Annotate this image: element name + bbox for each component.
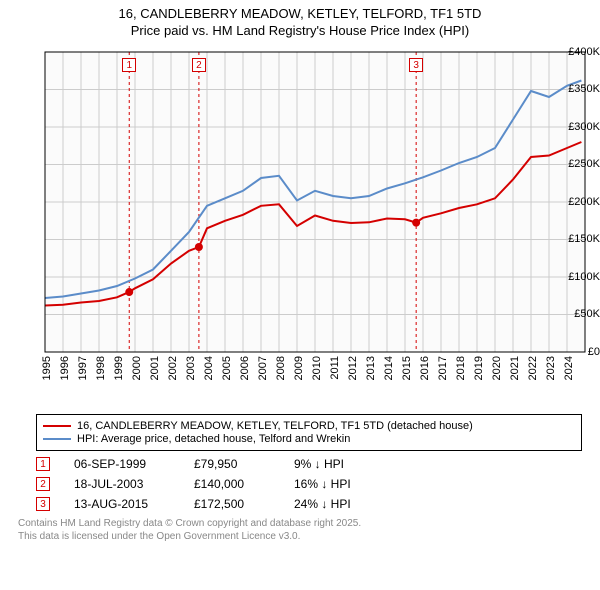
transaction-number-box: 2 xyxy=(36,477,50,491)
y-tick-label: £350K xyxy=(558,83,600,95)
x-tick-label: 2003 xyxy=(185,356,197,380)
transactions-table: 1 06-SEP-1999£79,9509% ↓ HPI 2 18-JUL-2003£… xyxy=(36,457,582,511)
x-tick-label: 2017 xyxy=(437,356,449,380)
legend-label: HPI: Average price, detached house, Telf… xyxy=(77,433,350,445)
x-tick-label: 2001 xyxy=(149,356,161,380)
legend-swatch xyxy=(43,425,71,427)
x-tick-label: 2022 xyxy=(527,356,539,380)
footer: Contains HM Land Registry data © Crown c… xyxy=(18,517,582,543)
chart-title-block: 16, CANDLEBERRY MEADOW, KETLEY, TELFORD,… xyxy=(0,0,600,42)
x-tick-label: 2000 xyxy=(131,356,143,380)
y-tick-label: £150K xyxy=(558,233,600,245)
transaction-marker: 1 xyxy=(122,58,136,72)
x-tick-label: 2023 xyxy=(545,356,557,380)
x-tick-label: 1999 xyxy=(113,356,125,380)
transaction-price: £172,500 xyxy=(194,497,294,511)
x-tick-label: 2014 xyxy=(383,356,395,380)
legend-swatch xyxy=(43,438,71,440)
transaction-marker: 2 xyxy=(192,58,206,72)
transaction-pct: 9% ↓ HPI xyxy=(294,457,354,471)
x-tick-label: 2019 xyxy=(473,356,485,380)
chart-area: £0£50K£100K£150K£200K£250K£300K£350K£400… xyxy=(0,42,600,412)
x-tick-label: 2018 xyxy=(455,356,467,380)
transaction-pct: 24% ↓ HPI xyxy=(294,497,354,511)
x-tick-label: 2024 xyxy=(563,356,575,380)
x-tick-label: 2011 xyxy=(329,356,341,380)
x-tick-label: 2015 xyxy=(401,356,413,380)
x-tick-label: 2009 xyxy=(293,356,305,380)
x-tick-label: 2012 xyxy=(347,356,359,380)
x-tick-label: 2010 xyxy=(311,356,323,380)
transaction-row: 2 18-JUL-2003£140,00016% ↓ HPI xyxy=(36,477,582,491)
transaction-date: 18-JUL-2003 xyxy=(74,477,194,491)
legend-row: HPI: Average price, detached house, Telf… xyxy=(43,433,575,445)
title-line-2: Price paid vs. HM Land Registry's House … xyxy=(0,23,600,40)
x-tick-label: 1998 xyxy=(95,356,107,380)
transaction-row: 1 06-SEP-1999£79,9509% ↓ HPI xyxy=(36,457,582,471)
transaction-pct: 16% ↓ HPI xyxy=(294,477,354,491)
transaction-row: 3 13-AUG-2015£172,50024% ↓ HPI xyxy=(36,497,582,511)
x-tick-label: 1997 xyxy=(77,356,89,380)
transaction-price: £140,000 xyxy=(194,477,294,491)
footer-line-2: This data is licensed under the Open Gov… xyxy=(18,530,582,543)
x-tick-label: 2013 xyxy=(365,356,377,380)
transaction-date: 06-SEP-1999 xyxy=(74,457,194,471)
x-tick-label: 2004 xyxy=(203,356,215,380)
x-tick-label: 2020 xyxy=(491,356,503,380)
x-tick-label: 2008 xyxy=(275,356,287,380)
legend: 16, CANDLEBERRY MEADOW, KETLEY, TELFORD,… xyxy=(36,414,582,451)
y-tick-label: £100K xyxy=(558,271,600,283)
x-tick-label: 2006 xyxy=(239,356,251,380)
x-tick-label: 2021 xyxy=(509,356,521,380)
transaction-price: £79,950 xyxy=(194,457,294,471)
x-tick-label: 2007 xyxy=(257,356,269,380)
x-tick-label: 2002 xyxy=(167,356,179,380)
y-tick-label: £400K xyxy=(558,46,600,58)
title-line-1: 16, CANDLEBERRY MEADOW, KETLEY, TELFORD,… xyxy=(0,6,600,23)
transaction-date: 13-AUG-2015 xyxy=(74,497,194,511)
y-tick-label: £200K xyxy=(558,196,600,208)
transaction-number-box: 3 xyxy=(36,497,50,511)
legend-label: 16, CANDLEBERRY MEADOW, KETLEY, TELFORD,… xyxy=(77,420,473,432)
y-tick-label: £50K xyxy=(558,308,600,320)
footer-line-1: Contains HM Land Registry data © Crown c… xyxy=(18,517,582,530)
transaction-number-box: 1 xyxy=(36,457,50,471)
x-tick-label: 1995 xyxy=(41,356,53,380)
x-tick-label: 2005 xyxy=(221,356,233,380)
legend-row: 16, CANDLEBERRY MEADOW, KETLEY, TELFORD,… xyxy=(43,420,575,432)
transaction-marker: 3 xyxy=(409,58,423,72)
x-tick-label: 2016 xyxy=(419,356,431,380)
x-tick-label: 1996 xyxy=(59,356,71,380)
y-tick-label: £250K xyxy=(558,158,600,170)
y-tick-label: £300K xyxy=(558,121,600,133)
